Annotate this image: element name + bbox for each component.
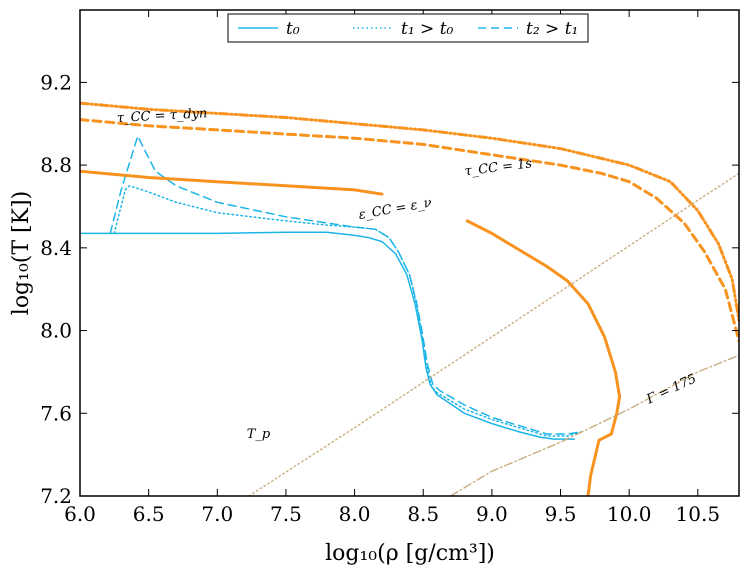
legend-label: t₀ (286, 19, 300, 39)
series-line-9 (450, 354, 739, 496)
annotation-cc-dyn: τ_CC = τ_dyn (117, 106, 208, 126)
x-axis-label: log₁₀(ρ [g/cm³]) (325, 541, 495, 566)
series-line-7 (465, 219, 622, 496)
x-tick-label: 7.5 (270, 502, 302, 526)
x-tick-label: 6.0 (64, 502, 96, 526)
series-line-5 (80, 118, 739, 343)
x-tick-label: 10.0 (607, 502, 652, 526)
y-tick-label: 8.0 (40, 319, 72, 343)
legend-label: t₁ > t₀ (401, 19, 454, 39)
series-line-3 (109, 135, 582, 435)
y-tick-label: 8.4 (40, 236, 72, 260)
plot-area (80, 10, 739, 496)
y-tick-label: 8.8 (40, 153, 72, 177)
y-tick-label: 7.6 (40, 401, 72, 425)
x-tick-label: 9.5 (545, 502, 577, 526)
y-tick-label: 9.2 (40, 70, 72, 94)
x-tick-label: 8.0 (339, 502, 371, 526)
series-line-8 (248, 172, 739, 496)
series-line-4 (80, 101, 739, 322)
x-tick-label: 7.0 (201, 502, 233, 526)
y-axis-label: log₁₀(T [K]) (9, 191, 34, 315)
legend-label: t₂ > t₁ (526, 19, 578, 39)
series-line-6 (80, 169, 384, 196)
x-tick-label: 6.5 (133, 502, 165, 526)
plot-frame (79, 9, 740, 497)
series-line-1 (80, 231, 575, 440)
x-tick-label: 8.5 (407, 502, 439, 526)
y-tick-label: 7.2 (40, 484, 72, 508)
legend-box (227, 13, 589, 43)
x-tick-label: 9.0 (476, 502, 508, 526)
annotation-t-p: T_p (247, 427, 271, 442)
x-tick-label: 10.5 (676, 502, 721, 526)
